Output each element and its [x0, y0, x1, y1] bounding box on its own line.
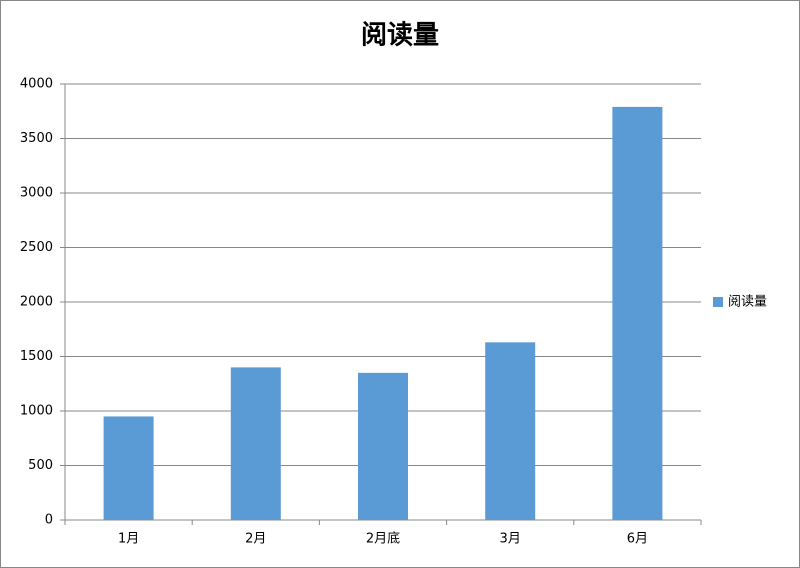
chart-title: 阅读量 [361, 21, 439, 51]
x-tick-label: 6月 [627, 532, 648, 547]
y-tick-label: 0 [45, 513, 53, 528]
y-tick-label: 1000 [20, 404, 53, 419]
y-tick-label: 2500 [20, 240, 53, 255]
y-tick-label: 2000 [20, 295, 53, 310]
bar [358, 372, 408, 520]
bar [612, 106, 663, 520]
x-tick-label: 2月 [245, 532, 266, 547]
y-tick-label: 3500 [20, 131, 53, 146]
x-tick-label: 1月 [118, 532, 139, 547]
bar [103, 416, 154, 520]
bar [230, 367, 281, 520]
y-tick-label: 3000 [20, 186, 53, 201]
legend-label: 阅读量 [728, 295, 767, 310]
y-tick-label: 4000 [20, 77, 53, 92]
bar [485, 342, 536, 520]
x-tick-label: 3月 [500, 532, 521, 547]
x-tick-label: 2月底 [366, 531, 400, 547]
legend-swatch [713, 297, 723, 307]
y-tick-label: 1500 [20, 349, 53, 364]
y-tick-label: 500 [28, 458, 53, 473]
